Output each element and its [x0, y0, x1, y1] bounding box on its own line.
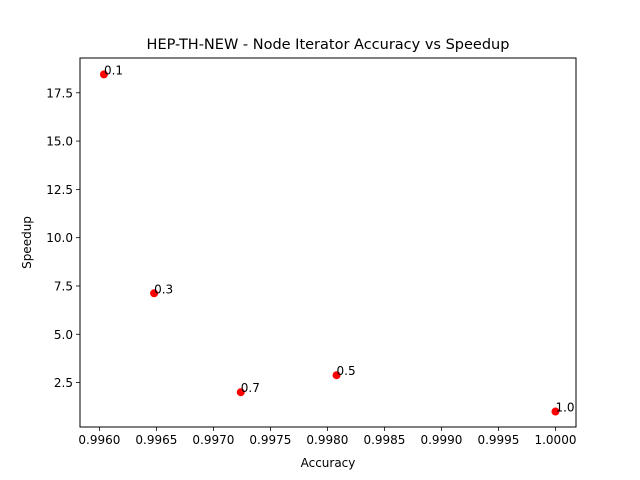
y-tick-label: 12.5 — [46, 183, 73, 197]
data-point-label: 1.0 — [555, 401, 574, 415]
data-point-label: 0.3 — [154, 282, 173, 296]
data-point-label: 0.5 — [337, 364, 356, 378]
x-tick-label: 0.9960 — [78, 433, 120, 447]
x-axis-label: Accuracy — [301, 456, 356, 470]
chart-title: HEP-TH-NEW - Node Iterator Accuracy vs S… — [147, 37, 510, 53]
x-tick-label: 0.9990 — [420, 433, 462, 447]
y-tick-label: 7.5 — [54, 279, 73, 293]
data-points: 0.1 0.3 0.7 0.5 1.0 — [99, 63, 575, 416]
data-point — [150, 289, 159, 298]
y-tick-label: 5.0 — [54, 328, 73, 342]
data-point — [551, 407, 560, 416]
x-axis: 0.9960 0.9965 0.9970 0.9975 0.9980 0.9985 0.99… — [78, 427, 576, 447]
x-tick-label: 0.9995 — [477, 433, 519, 447]
x-tick-label: 0.9965 — [135, 433, 177, 447]
data-point — [332, 371, 341, 380]
data-point-label: 0.1 — [104, 63, 123, 77]
y-axis: 2.5 5.0 7.5 10.0 12.5 15.0 17.5 — [46, 86, 80, 390]
x-tick-label: 0.9985 — [363, 433, 405, 447]
x-tick-label: 0.9980 — [306, 433, 348, 447]
y-tick-label: 15.0 — [46, 135, 73, 149]
data-point — [99, 70, 108, 79]
plot-area — [79, 57, 577, 428]
y-axis-label: Speedup — [20, 216, 34, 269]
y-tick-label: 2.5 — [54, 376, 73, 390]
y-tick-label: 10.0 — [46, 231, 73, 245]
x-tick-label: 0.9975 — [249, 433, 291, 447]
data-point — [236, 388, 245, 397]
x-tick-label: 1.0000 — [534, 433, 576, 447]
data-point-label: 0.7 — [241, 381, 260, 395]
x-tick-label: 0.9970 — [192, 433, 234, 447]
y-tick-label: 17.5 — [46, 86, 73, 100]
